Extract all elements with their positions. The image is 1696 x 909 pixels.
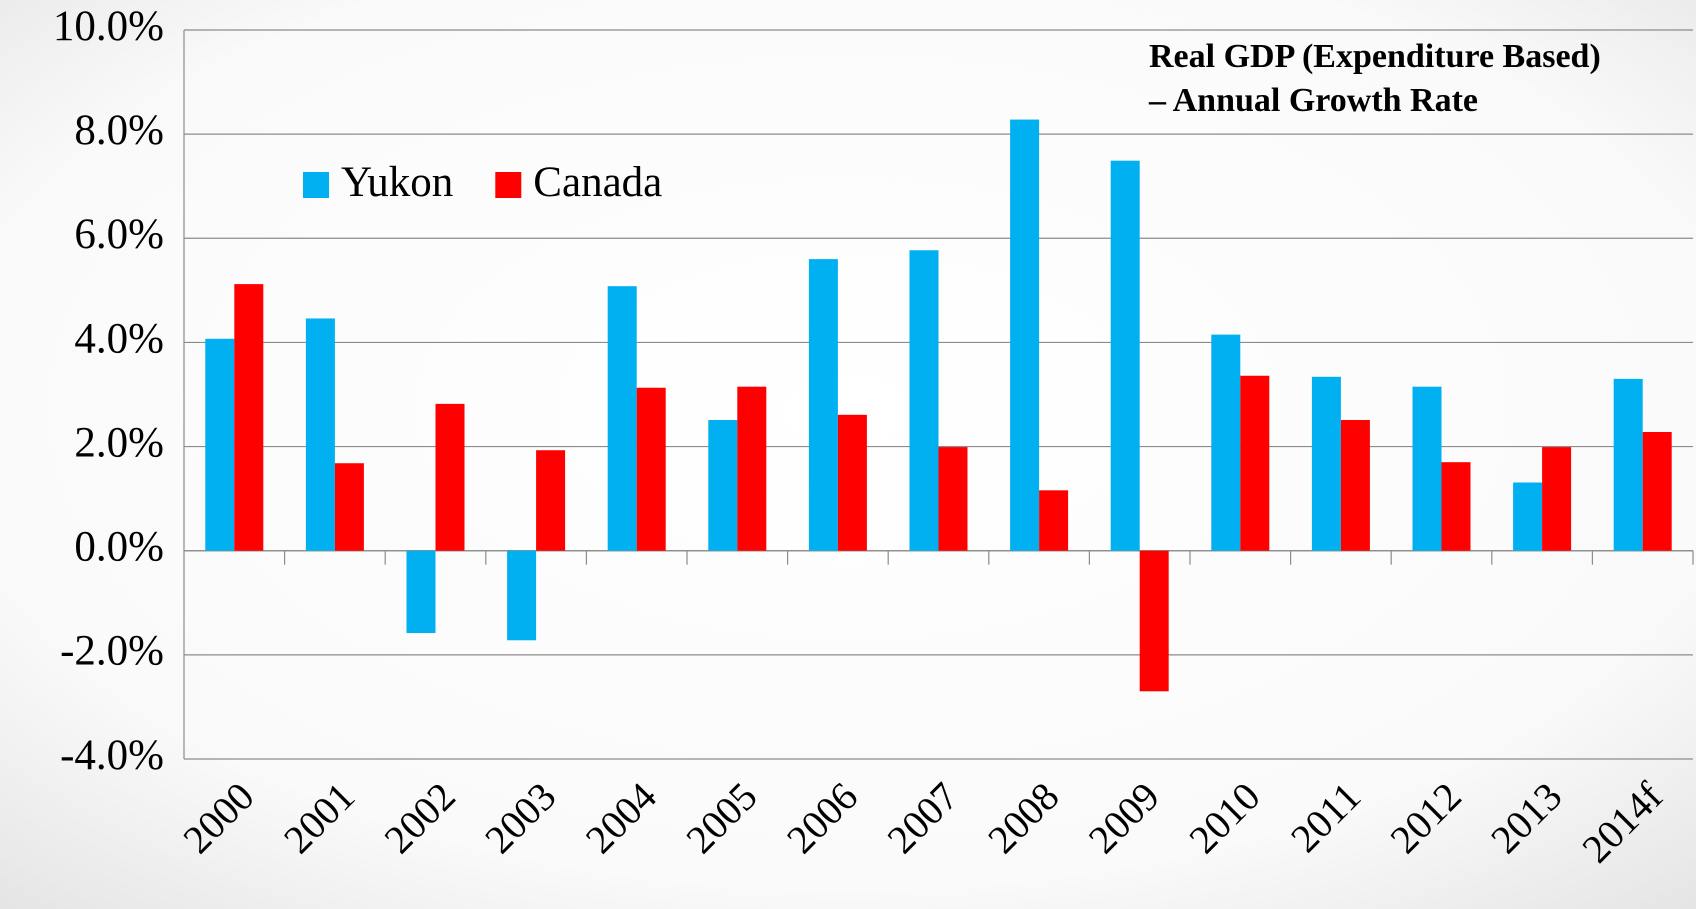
bar — [837, 414, 867, 551]
y-tick-label: 2.0% — [74, 419, 164, 466]
legend-swatch — [495, 172, 522, 198]
y-tick-label: 4.0% — [74, 315, 164, 362]
y-tick-label: 0.0% — [74, 524, 164, 571]
bar — [737, 386, 767, 551]
bar — [406, 550, 436, 633]
y-tick-label: -4.0% — [60, 732, 164, 779]
y-tick-label: -2.0% — [60, 628, 164, 675]
bar — [205, 338, 235, 551]
bar — [938, 447, 968, 551]
bar — [808, 259, 838, 551]
bar — [1542, 447, 1572, 551]
bar — [507, 550, 537, 641]
bar — [305, 318, 335, 551]
legend-label: Yukon — [341, 159, 453, 206]
bar — [909, 250, 939, 551]
bar — [1139, 550, 1169, 692]
bar — [1340, 420, 1370, 551]
chart-title: Real GDP (Expenditure Based) — [1149, 38, 1601, 75]
bar — [1311, 376, 1341, 551]
bar — [1412, 386, 1442, 551]
bar — [1441, 462, 1471, 551]
bar — [607, 286, 637, 551]
bar — [1613, 378, 1643, 551]
chart-title: – Annual Growth Rate — [1148, 82, 1478, 119]
bar — [1110, 160, 1140, 551]
bar — [1642, 431, 1672, 551]
bar — [1039, 490, 1069, 551]
bar — [1513, 482, 1543, 551]
bar — [1010, 119, 1040, 551]
legend-swatch — [303, 172, 329, 198]
bar — [536, 450, 566, 551]
bar — [234, 284, 264, 551]
bar — [1211, 334, 1241, 551]
bar — [708, 420, 738, 551]
bar — [636, 387, 666, 551]
y-tick-label: 10.0% — [53, 3, 164, 50]
bar — [334, 463, 364, 551]
legend-label: Canada — [533, 159, 662, 206]
y-tick-label: 6.0% — [74, 211, 164, 258]
bar — [435, 403, 465, 551]
bar — [1240, 375, 1270, 551]
y-tick-label: 8.0% — [74, 107, 164, 154]
